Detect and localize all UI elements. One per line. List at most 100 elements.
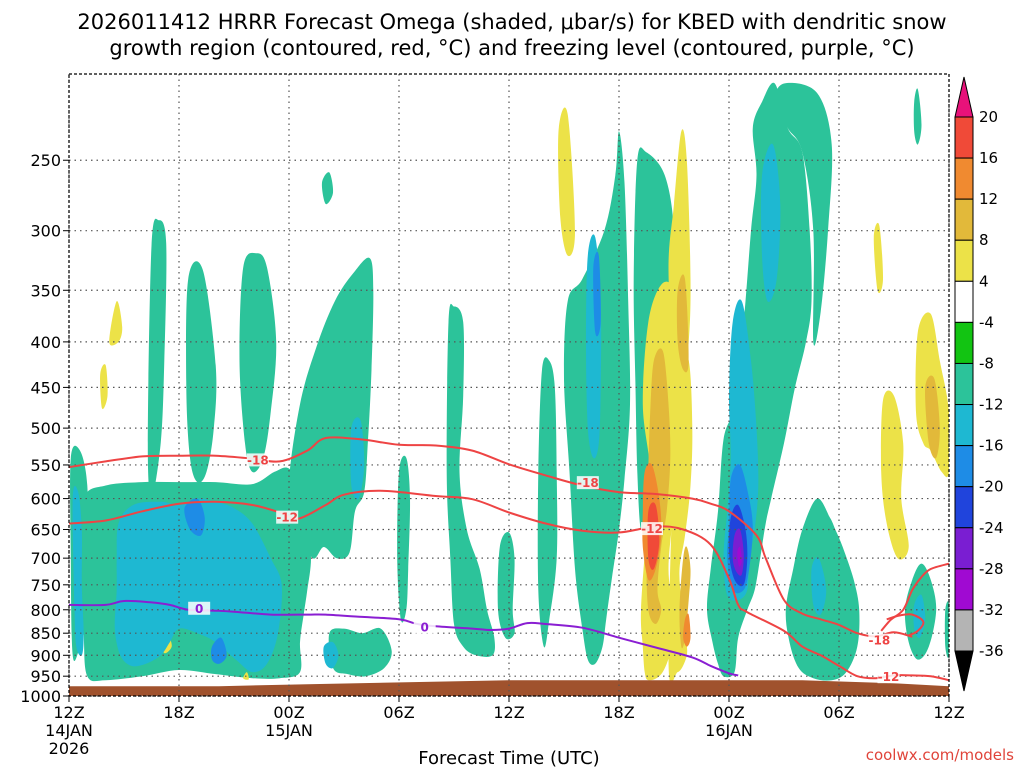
contour-label-bg-0-1 [576, 476, 599, 490]
contour-label-1-2: -12 [878, 670, 900, 684]
omega-region-10-level-8 [497, 532, 515, 640]
x-tick-date-0: 14JAN [45, 721, 93, 740]
contour-labels: -18 -18 -18 -12 -12 -12 0 0 [188, 453, 900, 684]
contour-label-4-1: 0 [420, 621, 428, 635]
colorbar-label-8: -16 [979, 437, 1004, 455]
omega-region-41-level-12 [323, 641, 339, 669]
omega-region-8-level-8 [397, 455, 411, 623]
omega-region-11-level-8 [537, 357, 558, 648]
colorbar-bin--20--16 [954, 445, 974, 488]
y-tick-label-750: 750 [30, 576, 61, 595]
omega-region-9-level-8 [446, 303, 495, 657]
colorbar-label-4: 4 [979, 272, 989, 290]
x-tick-label-24: 12Z [493, 703, 524, 722]
colorbar-label-3: 8 [979, 231, 989, 249]
omega-region-49-level-16 [210, 637, 227, 664]
colorbar-bin-16-20 [954, 116, 974, 159]
contour-label-bg-4-1 [413, 620, 436, 634]
omega-region-21-level4 [100, 364, 108, 410]
colorbar-label-5: -4 [979, 313, 994, 331]
contour-label-bg-0-0 [246, 453, 269, 467]
x-tick-label-36: 00Z [713, 703, 744, 722]
y-tick-label-500: 500 [30, 419, 61, 438]
contour-label-bg-1-1 [641, 522, 663, 536]
colorbar-bin--8--4 [954, 321, 974, 364]
x-tick-label-42: 06Z [823, 703, 854, 722]
y-tick-label-400: 400 [30, 333, 61, 352]
omega-region-37-level12 [683, 613, 691, 647]
ground-terrain [69, 680, 949, 696]
omega-region-38-level16 [647, 502, 660, 570]
contour-label-0-1: -18 [577, 476, 599, 490]
colorbar-label-6: -8 [979, 354, 994, 372]
colorbar-label-0: 20 [979, 108, 998, 126]
omega-region-20-level4 [109, 300, 123, 346]
y-tick-label-250: 250 [30, 151, 61, 170]
contour-label-4-0: 0 [195, 602, 203, 616]
omega-region-35-level8 [925, 375, 940, 459]
grid-lines [68, 74, 950, 697]
x-tick-label-0: 12Z [53, 703, 84, 722]
y-tick-label-850: 850 [30, 624, 61, 643]
contour-label-0-2: -18 [868, 634, 890, 648]
x-tick-label-30: 18Z [603, 703, 634, 722]
x-tick-label-12: 00Z [273, 703, 304, 722]
credit-text: coolwx.com/models [866, 746, 1014, 764]
colorbar-bin--24--20 [954, 486, 974, 529]
y-tick-label-600: 600 [30, 490, 61, 509]
x-tick-label-48: 12Z [933, 703, 964, 722]
y-tick-label-800: 800 [30, 601, 61, 620]
contour-label-bg-0-2 [868, 633, 891, 647]
y-tick-label-450: 450 [30, 378, 61, 397]
omega-region-27-level4 [880, 390, 909, 560]
x-tick-label-6: 18Z [163, 703, 194, 722]
colorbar-label-9: -20 [979, 478, 1004, 496]
omega-region-23-level4 [558, 107, 575, 257]
omega-region-4-level-8 [239, 252, 277, 473]
colorbar-bin-4-8 [954, 239, 974, 282]
omega-region-50-level-16 [593, 251, 601, 337]
omega-region-46-level-12 [811, 557, 827, 616]
y-tick-label-650: 650 [30, 521, 61, 540]
x-axis-label: Forecast Time (UTC) [418, 748, 599, 768]
omega-region-54-level-28 [737, 546, 742, 567]
x-tick-label-18: 06Z [383, 703, 414, 722]
colorbar-label-12: -32 [979, 601, 1004, 619]
contour-line-2 [880, 562, 949, 632]
colorbar-label-2: 12 [979, 190, 998, 208]
omega-region-7-level-8 [328, 627, 392, 677]
y-tick-label-900: 900 [30, 646, 61, 665]
chart-title-line2: growth region (contoured, red, °C) and f… [109, 36, 914, 60]
contour-label-1-1: -12 [641, 522, 663, 536]
omega-region-19-level-8 [913, 88, 922, 145]
omega-shading [70, 82, 949, 693]
omega-region-3-level-8 [186, 261, 217, 483]
omega-region-6-level-8 [321, 172, 334, 205]
colorbar-label-10: -24 [979, 519, 1004, 537]
colorbar-label-11: -28 [979, 560, 1004, 578]
omega-region-39-level-12 [114, 498, 283, 673]
contour-line-3 [886, 613, 925, 637]
colorbar-bin--16--12 [954, 404, 974, 447]
colorbar-label-1: 16 [979, 149, 998, 167]
omega-region-33-level8 [679, 546, 691, 649]
y-tick-label-950: 950 [30, 667, 61, 686]
colorbar-bottom-arrow [954, 650, 974, 692]
contour-label-bg-1-2 [877, 670, 900, 684]
colorbar-bin--28--24 [954, 527, 974, 570]
colorbar-bin-12-16 [954, 157, 974, 200]
omega-region-48-level-16 [184, 498, 205, 536]
omega-region-45-level-12 [760, 143, 781, 303]
omega-region-28-level4 [873, 222, 884, 294]
y-tick-label-350: 350 [30, 281, 61, 300]
x-tick-date-36: 16JAN [705, 721, 753, 740]
y-tick-label-1000: 1000 [20, 687, 61, 706]
colorbar-label-7: -12 [979, 396, 1004, 414]
contour-label-1-0: -12 [276, 511, 298, 525]
chart-title-line1: 2026011412 HRRR Forecast Omega (shaded, … [77, 10, 946, 34]
y-tick-label-300: 300 [30, 222, 61, 241]
contour-label-0-0: -18 [247, 453, 269, 467]
omega-region-16-level-8 [774, 82, 833, 346]
